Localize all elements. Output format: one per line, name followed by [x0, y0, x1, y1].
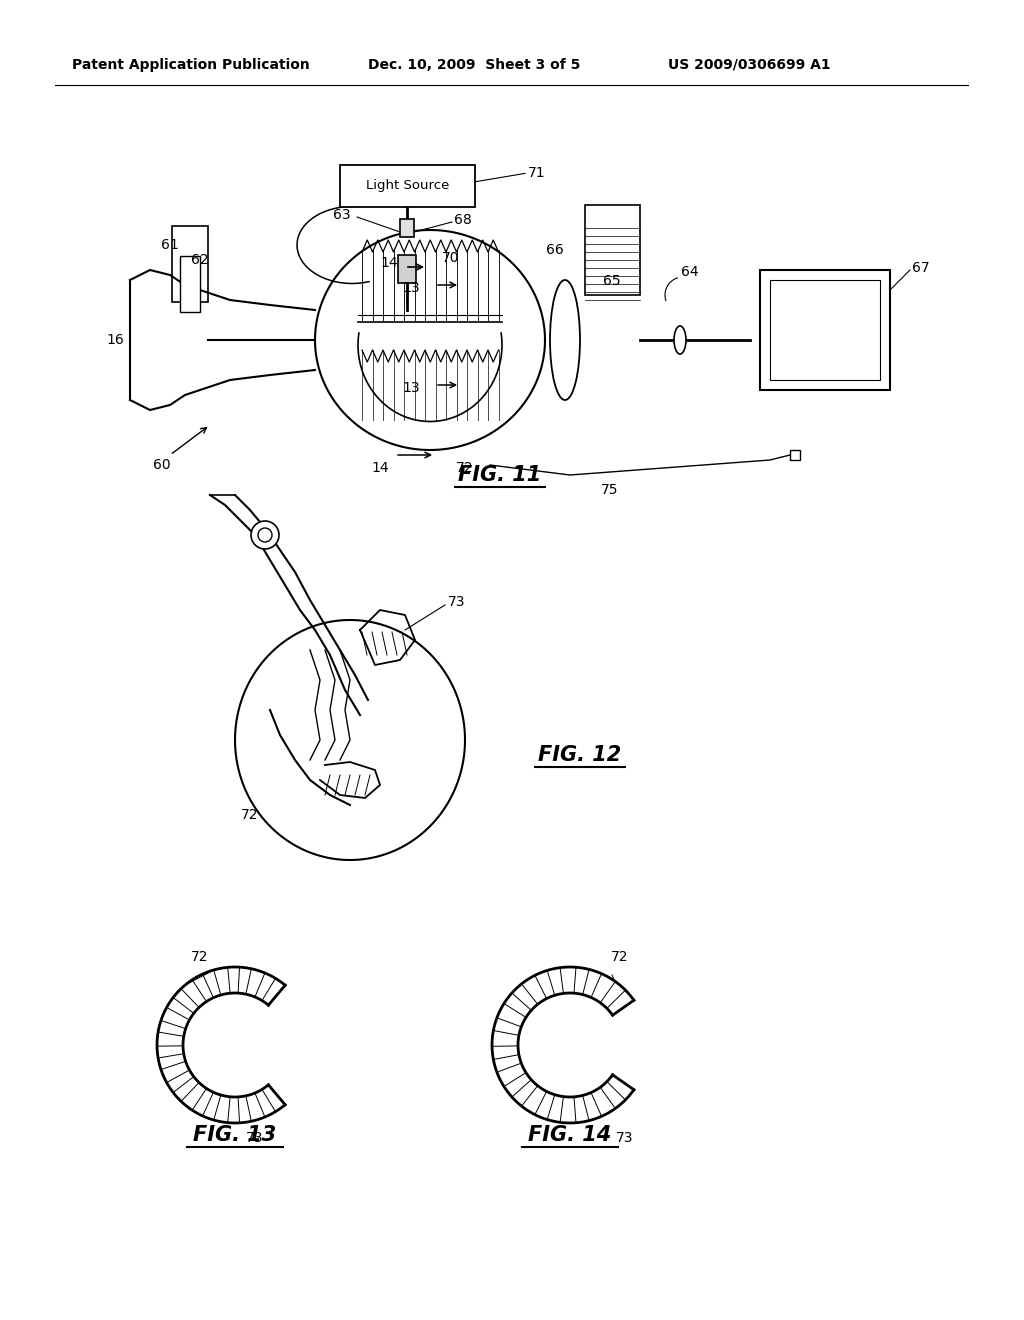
Text: Dec. 10, 2009  Sheet 3 of 5: Dec. 10, 2009 Sheet 3 of 5: [368, 58, 581, 73]
Text: 14: 14: [371, 461, 389, 475]
Text: 72: 72: [457, 461, 474, 475]
Text: FIG. 14: FIG. 14: [528, 1125, 611, 1144]
Text: 66: 66: [546, 243, 564, 257]
Text: 63: 63: [333, 209, 351, 222]
Ellipse shape: [674, 326, 686, 354]
Ellipse shape: [550, 280, 580, 400]
Text: 16: 16: [106, 333, 124, 347]
Text: 72: 72: [191, 950, 209, 964]
Text: FIG. 12: FIG. 12: [539, 744, 622, 766]
Text: FIG. 13: FIG. 13: [194, 1125, 276, 1144]
Text: US 2009/0306699 A1: US 2009/0306699 A1: [668, 58, 830, 73]
Ellipse shape: [258, 528, 272, 543]
Text: 13: 13: [402, 381, 420, 395]
Text: FIG. 11: FIG. 11: [459, 465, 542, 484]
Text: 64: 64: [681, 265, 698, 279]
Text: 60: 60: [154, 458, 171, 473]
Text: 67: 67: [912, 261, 930, 275]
Text: 62: 62: [191, 253, 209, 267]
Bar: [340, 165, 475, 207]
Bar: [172, 226, 208, 302]
Bar: [585, 205, 640, 294]
Bar: [790, 450, 800, 459]
Text: 72: 72: [242, 808, 259, 822]
Text: 73: 73: [616, 1131, 634, 1144]
Ellipse shape: [251, 521, 279, 549]
Bar: [760, 271, 890, 389]
Text: Patent Application Publication: Patent Application Publication: [72, 58, 309, 73]
Text: 61: 61: [161, 238, 179, 252]
Bar: [180, 256, 200, 312]
Bar: [770, 280, 880, 380]
Bar: [398, 255, 416, 282]
Text: 75: 75: [601, 483, 618, 498]
Text: 13: 13: [402, 281, 420, 294]
Text: 73: 73: [246, 1131, 264, 1144]
Text: 71: 71: [528, 166, 546, 181]
Text: 70: 70: [442, 251, 460, 265]
Text: 68: 68: [454, 213, 472, 227]
Text: 65: 65: [603, 275, 621, 288]
Text: Light Source: Light Source: [366, 180, 450, 193]
Bar: [400, 219, 414, 238]
Text: 73: 73: [449, 595, 466, 609]
Text: 14: 14: [380, 256, 397, 271]
Text: 72: 72: [611, 950, 629, 964]
